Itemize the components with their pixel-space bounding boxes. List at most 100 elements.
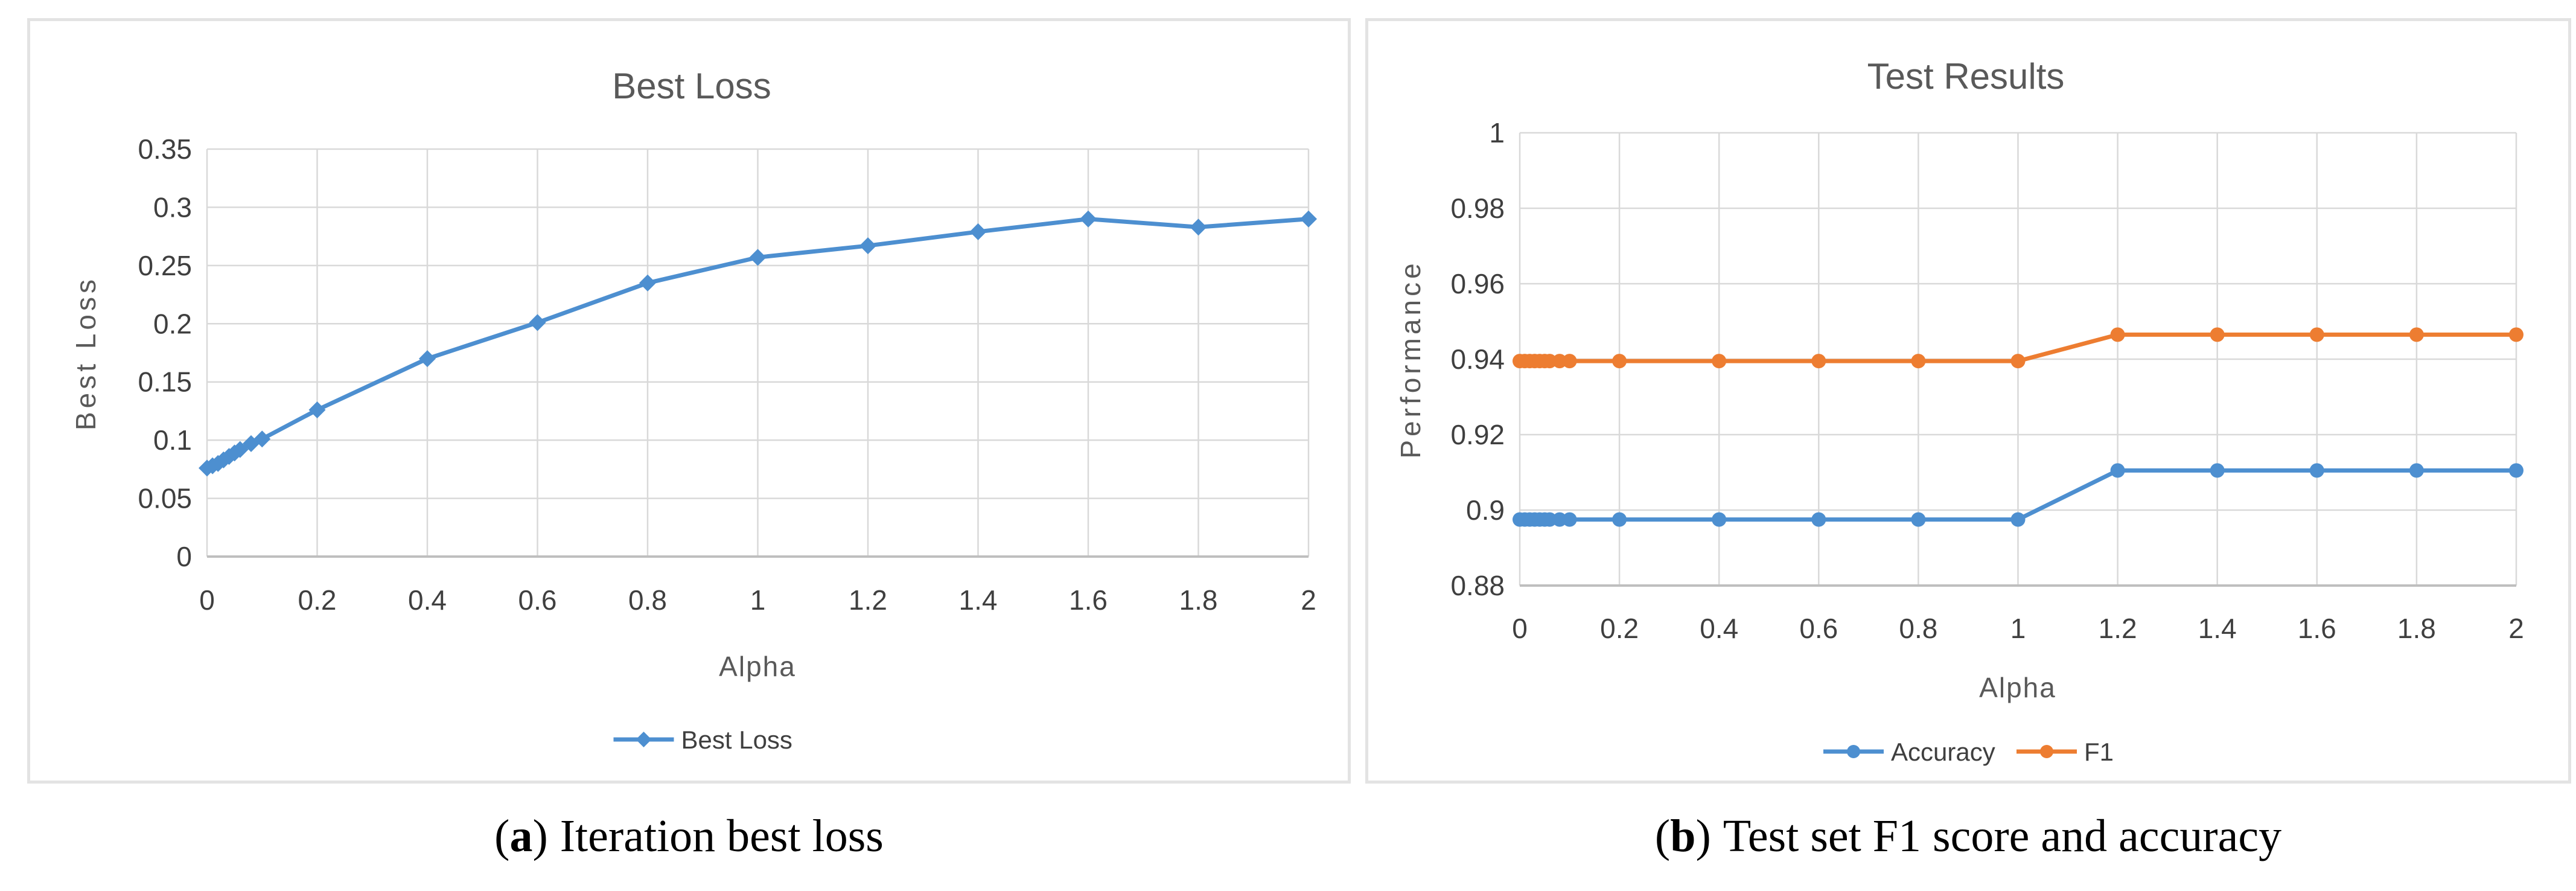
x-tick-label: 1.6 <box>2298 613 2336 644</box>
data-point-circle <box>1712 354 1727 369</box>
caption-a: (a) Iteration best loss <box>27 810 1351 863</box>
caption-b-text: Test set F1 score and accuracy <box>1723 811 2282 861</box>
data-point-circle <box>2509 463 2523 478</box>
data-point-circle <box>1911 512 1926 527</box>
best-loss-chart: 0 0.05 0.1 0.15 0.2 0.25 0.3 0.35 0 0.2 0.4 0.6 0.8 1… <box>70 66 1317 754</box>
x-tick-label: 0 <box>199 584 215 616</box>
data-point-circle <box>2110 327 2125 342</box>
x-tick-label: 1.2 <box>849 584 887 616</box>
x-tick-label: 2 <box>1301 584 1316 616</box>
data-point-diamond <box>1300 210 1317 228</box>
data-point-circle <box>1542 512 1557 527</box>
data-point-circle <box>2010 354 2026 369</box>
y-tick-label: 0.15 <box>138 366 192 398</box>
data-point-diamond <box>1080 210 1097 228</box>
caption-a-letter: a <box>509 811 533 861</box>
legend-label: Accuracy <box>1891 738 1995 766</box>
data-point-circle <box>2409 327 2424 342</box>
data-point-circle <box>1562 354 1577 369</box>
caption-a-close-paren: ) <box>532 811 548 861</box>
x-tick-label: 0.6 <box>1799 613 1838 644</box>
chart-panel-best-loss: 0 0.05 0.1 0.15 0.2 0.25 0.3 0.35 0 0.2 0.4 0.6 0.8 1… <box>27 18 1351 784</box>
x-tick-label: 0 <box>1512 613 1528 644</box>
y-axis-title: Performance <box>1395 260 1426 458</box>
data-point-circle <box>1552 512 1567 527</box>
y-tick-label: 0.9 <box>1466 494 1505 526</box>
chart-title: Best Loss <box>612 66 771 106</box>
caption-b-open-paren: ( <box>1654 811 1671 861</box>
data-point-circle <box>2409 463 2424 478</box>
x-tick-label: 1 <box>2010 613 2026 644</box>
data-point-diamond <box>859 237 876 255</box>
y-tick-label: 0.92 <box>1450 419 1505 450</box>
data-point-circle <box>1911 354 1926 369</box>
y-axis-title: Best Loss <box>70 276 101 430</box>
data-point-circle <box>1552 354 1567 369</box>
x-tick-label: 1.8 <box>2397 613 2436 644</box>
data-point-diamond <box>969 223 987 240</box>
data-point-diamond <box>749 249 767 266</box>
x-tick-label: 0.8 <box>628 584 667 616</box>
y-tick-label: 0.88 <box>1450 570 1505 601</box>
y-tick-label: 0.1 <box>153 424 192 456</box>
data-point-circle <box>1542 354 1557 369</box>
data-point-diamond <box>1190 219 1207 236</box>
data-point-circle <box>2010 512 2026 527</box>
x-tick-label: 0.2 <box>1600 613 1639 644</box>
data-point-circle <box>2309 327 2324 342</box>
data-point-circle <box>2210 463 2225 478</box>
x-tick-label: 0.8 <box>1899 613 1937 644</box>
legend-marker-circle <box>2040 745 2053 758</box>
data-point-circle <box>2210 327 2225 342</box>
chart-panel-test-results: 0.88 0.9 0.92 0.94 0.96 0.98 1 0 0.2 0.4 0.6 0.8 1 1.… <box>1365 18 2571 784</box>
caption-a-text: Iteration best loss <box>560 811 884 861</box>
test-results-chart: 0.88 0.9 0.92 0.94 0.96 0.98 1 0 0.2 0.4 0.6 0.8 1 1.… <box>1395 56 2524 766</box>
y-tick-label: 0.35 <box>138 133 192 165</box>
data-point-diamond <box>639 274 656 292</box>
data-point-circle <box>1562 512 1577 527</box>
data-point-circle <box>1612 354 1627 369</box>
data-point-circle <box>1612 512 1627 527</box>
data-point-circle <box>2110 463 2125 478</box>
data-point-diamond <box>419 350 436 368</box>
data-point-diamond <box>308 401 326 418</box>
caption-b: (b) Test set F1 score and accuracy <box>1365 810 2571 863</box>
legend-marker-circle <box>1847 745 1860 758</box>
legend-marker-diamond <box>636 732 652 747</box>
data-point-diamond <box>529 314 546 331</box>
x-tick-label: 1.4 <box>2198 613 2237 644</box>
x-tick-label: 2 <box>2508 613 2524 644</box>
caption-b-letter: b <box>1670 811 1696 861</box>
caption-a-open-paren: ( <box>494 811 510 861</box>
x-tick-label: 0.4 <box>408 584 447 616</box>
y-tick-label: 0.05 <box>138 483 192 514</box>
y-tick-label: 0.25 <box>138 250 192 281</box>
data-point-circle <box>1811 354 1826 369</box>
x-axis-title: Alpha <box>719 651 796 682</box>
chart-title: Test Results <box>1867 56 2065 97</box>
y-tick-label: 0.96 <box>1450 268 1505 299</box>
data-point-diamond <box>253 430 271 448</box>
legend-label: F1 <box>2084 738 2114 766</box>
y-tick-label: 0.98 <box>1450 193 1505 224</box>
x-tick-label: 1.8 <box>1179 584 1218 616</box>
data-point-circle <box>2509 327 2523 342</box>
y-tick-label: 0 <box>176 541 192 572</box>
y-tick-label: 0.3 <box>153 191 192 223</box>
y-tick-label: 0.94 <box>1450 343 1505 375</box>
y-tick-label: 0.2 <box>153 308 192 339</box>
x-tick-label: 0.2 <box>298 584 337 616</box>
x-tick-label: 1.2 <box>2099 613 2137 644</box>
x-tick-label: 0.4 <box>1700 613 1738 644</box>
data-point-circle <box>2309 463 2324 478</box>
legend-label: Best Loss <box>681 726 792 754</box>
x-tick-label: 0.6 <box>518 584 557 616</box>
x-axis-title: Alpha <box>1979 672 2056 703</box>
x-tick-label: 1.6 <box>1069 584 1108 616</box>
x-tick-label: 1 <box>750 584 766 616</box>
y-tick-label: 1 <box>1489 117 1505 148</box>
caption-b-close-paren: ) <box>1695 811 1711 861</box>
data-point-circle <box>1712 512 1727 527</box>
x-tick-label: 1.4 <box>959 584 998 616</box>
data-point-circle <box>1811 512 1826 527</box>
